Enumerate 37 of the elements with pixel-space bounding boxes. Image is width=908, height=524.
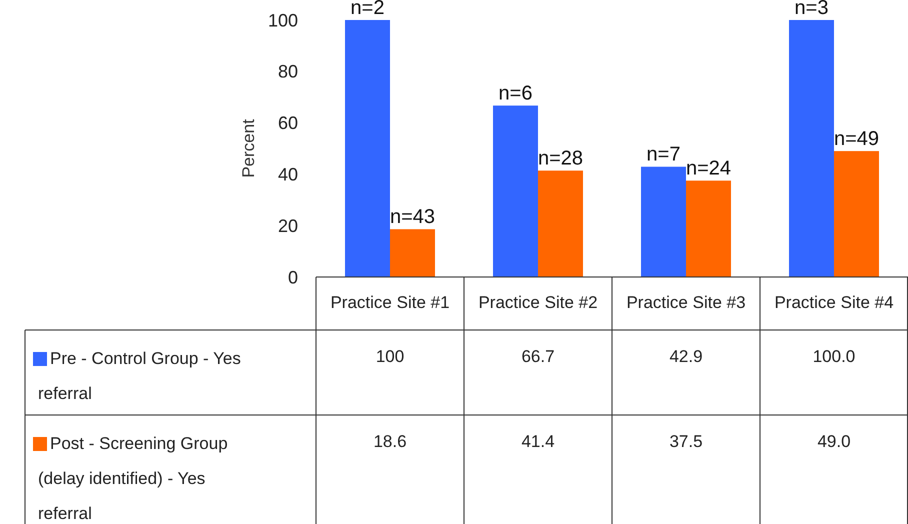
data-label: 66.7 [521, 347, 555, 366]
data-label: 100.0 [812, 347, 856, 366]
annotation: n=2 [350, 0, 384, 19]
bar [390, 229, 435, 277]
bar [345, 20, 390, 277]
data-label: 42.9 [669, 347, 703, 366]
legend-label: Post - Screening Group (delay identified) - Yes referral [38, 434, 228, 523]
bar [834, 151, 879, 277]
annotation: n=7 [646, 144, 680, 166]
x-tick-label: Practice Site #3 [626, 293, 746, 312]
y-tick-label: 60 [278, 113, 298, 134]
annotation: n=24 [686, 158, 732, 180]
bar [493, 106, 538, 277]
y-axis-title: Percent [239, 118, 258, 178]
y-tick-label: 20 [278, 216, 298, 236]
x-tick-label: Practice Site #4 [774, 293, 894, 312]
data-label: 41.4 [521, 432, 555, 451]
x-tick-label: Practice Site #1 [330, 293, 450, 312]
y-tick-label: 80 [278, 62, 298, 82]
bar [686, 180, 731, 277]
annotation: n=3 [794, 0, 828, 19]
bar [641, 166, 686, 277]
x-tick-label: Practice Site #2 [478, 293, 598, 312]
annotation: n=6 [498, 82, 532, 105]
data-label: 100 [376, 347, 404, 366]
legend-label: Pre - Control Group - Yes referral [38, 349, 241, 403]
data-label: 49.0 [817, 432, 851, 451]
bar [538, 170, 583, 277]
data-label: 37.5 [669, 432, 703, 451]
bar [789, 20, 834, 277]
data-label: 18.6 [373, 432, 407, 451]
y-tick-label: 0 [288, 267, 298, 288]
annotation: n=43 [390, 206, 436, 228]
y-tick-label: 40 [278, 164, 298, 184]
annotation: n=49 [834, 128, 880, 150]
y-tick-label: 100 [268, 10, 298, 30]
annotation: n=28 [538, 148, 584, 170]
